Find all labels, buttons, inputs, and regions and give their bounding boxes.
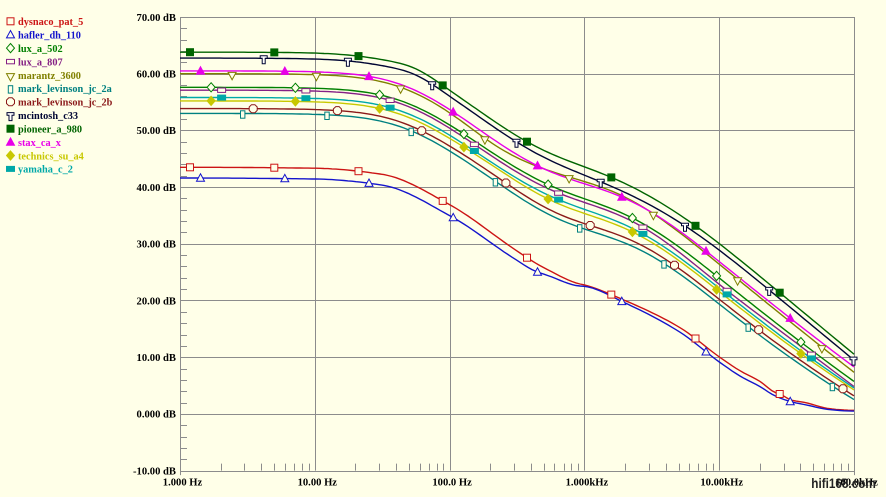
svg-text:mcintosh_c33: mcintosh_c33 — [18, 111, 78, 122]
svg-text:yamaha_c_2: yamaha_c_2 — [18, 165, 73, 176]
svg-text:stax_ca_x: stax_ca_x — [18, 138, 62, 149]
svg-text:10.00 Hz: 10.00 Hz — [298, 478, 338, 489]
svg-text:dysnaco_pat_5: dysnaco_pat_5 — [18, 17, 83, 28]
svg-text:40.00 dB: 40.00 dB — [137, 183, 176, 194]
svg-text:0.000 dB: 0.000 dB — [137, 410, 176, 421]
svg-text:hifi168.com: hifi168.com — [811, 475, 876, 491]
svg-text:lux_a_807: lux_a_807 — [18, 57, 63, 68]
svg-text:10.00 dB: 10.00 dB — [137, 353, 176, 364]
svg-text:70.00 dB: 70.00 dB — [137, 13, 176, 24]
svg-text:pioneer_a_980: pioneer_a_980 — [18, 125, 82, 136]
svg-text:60.00 dB: 60.00 dB — [137, 70, 176, 81]
svg-text:mark_levinson_jc_2a: mark_levinson_jc_2a — [18, 84, 112, 95]
svg-text:lux_a_502: lux_a_502 — [18, 44, 63, 55]
svg-text:1.000 Hz: 1.000 Hz — [163, 478, 203, 489]
svg-text:100.0 Hz: 100.0 Hz — [432, 478, 472, 489]
svg-text:1.000kHz: 1.000kHz — [566, 478, 609, 489]
svg-text:50.00 dB: 50.00 dB — [137, 126, 176, 137]
svg-text:technics_su_a4: technics_su_a4 — [18, 151, 84, 162]
svg-text:mark_levinson_jc_2b: mark_levinson_jc_2b — [18, 98, 113, 109]
svg-text:marantz_3600: marantz_3600 — [18, 71, 81, 82]
svg-text:20.00 dB: 20.00 dB — [137, 296, 176, 307]
svg-text:hafler_dh_110: hafler_dh_110 — [18, 31, 81, 42]
svg-text:100.0kHz: 100.0kHz — [835, 478, 878, 489]
svg-text:10.00kHz: 10.00kHz — [700, 478, 743, 489]
svg-text:-10.00 dB: -10.00 dB — [133, 466, 176, 477]
svg-text:30.00 dB: 30.00 dB — [137, 240, 176, 251]
